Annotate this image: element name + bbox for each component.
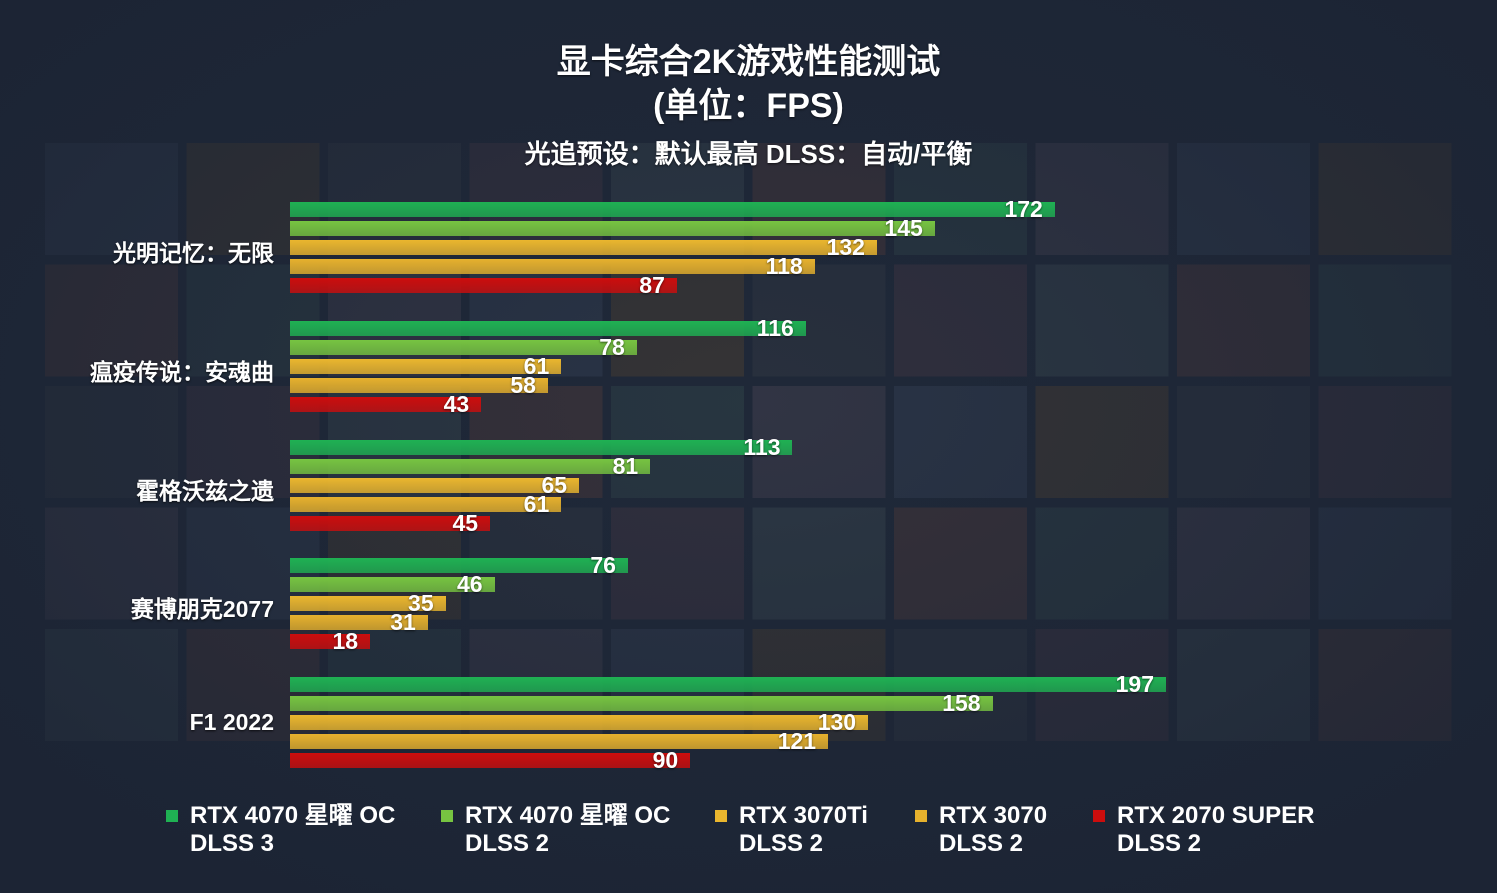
data-label: 45 [452, 509, 479, 536]
legend-label: RTX 4070 星曜 OC DLSS 2 [465, 802, 670, 858]
chart-title: 显卡综合2K游戏性能测试 [556, 43, 941, 81]
legend-label-line2: DLSS 2 [939, 830, 1024, 857]
bar [290, 715, 869, 730]
bar [290, 320, 806, 336]
data-label: 35 [408, 590, 434, 617]
bar [290, 753, 691, 768]
legend-label-line2: DLSS 2 [465, 830, 550, 857]
bar [290, 558, 628, 574]
data-label: 61 [523, 352, 550, 379]
bar [290, 496, 562, 512]
data-label: 116 [756, 314, 794, 341]
category-label: F1 2022 [189, 709, 274, 735]
legend-label-line1: RTX 4070 星曜 OC [190, 802, 396, 829]
data-label: 43 [443, 390, 470, 417]
data-label: 145 [884, 215, 923, 241]
bar [290, 734, 829, 749]
data-label: 130 [817, 709, 857, 735]
legend-label: RTX 3070Ti DLSS 2 [739, 802, 868, 858]
legend: RTX 4070 星曜 OC DLSS 3 RTX 4070 星曜 OC DLSS 2… [0, 802, 1497, 862]
legend-label-line1: RTX 4070 星曜 OC [465, 802, 671, 829]
legend-label-line2: DLSS 3 [190, 830, 275, 857]
data-label: 81 [612, 452, 639, 479]
legend-label: RTX 3070 DLSS 2 [939, 802, 1047, 858]
data-label: 118 [765, 253, 803, 279]
data-label: 76 [590, 552, 616, 579]
legend-swatch [715, 810, 727, 822]
bar [290, 339, 637, 355]
data-label: 132 [826, 234, 865, 260]
legend-label: RTX 4070 星曜 OC DLSS 3 [190, 802, 395, 858]
data-label: 90 [652, 747, 679, 773]
bar [290, 377, 548, 393]
category-label: 霍格沃兹之遗 [136, 477, 274, 504]
bar [290, 596, 446, 612]
data-label: 113 [743, 433, 781, 460]
legend-swatch [166, 810, 178, 822]
legend-label-line2: DLSS 2 [739, 830, 824, 857]
data-label: 197 [1115, 671, 1154, 697]
legend-label-line1: RTX 3070 [939, 802, 1048, 829]
bar [290, 259, 815, 274]
data-label: 158 [942, 690, 981, 716]
category-label: 瘟疫传说：安魂曲 [90, 358, 274, 385]
bar [290, 221, 935, 236]
legend-label-line1: RTX 3070Ti [739, 802, 868, 829]
legend-label-line2: DLSS 2 [1117, 830, 1202, 857]
legend-swatch [1093, 810, 1105, 822]
bar [290, 202, 1055, 217]
data-label: 18 [332, 628, 359, 655]
bar [290, 577, 495, 593]
data-label: 121 [777, 728, 817, 754]
data-label: 61 [523, 490, 550, 517]
bar [290, 515, 491, 531]
bar [290, 439, 793, 455]
category-label: 光明记忆：无限 [113, 240, 274, 266]
category-label: 赛博朋克2077 [130, 596, 274, 623]
data-label: 87 [639, 272, 665, 298]
bar [290, 696, 993, 711]
bar [290, 396, 482, 412]
data-label: 31 [390, 609, 416, 636]
bar [290, 278, 677, 293]
bar [290, 477, 580, 493]
bar [290, 615, 428, 631]
data-label: 172 [1004, 196, 1043, 222]
chart-settings-note: 光追预设：默认最高 DLSS：自动/平衡 [524, 139, 973, 169]
bar [290, 458, 651, 474]
data-label: 46 [456, 571, 483, 598]
legend-label-line1: RTX 2070 SUPER [1117, 802, 1315, 829]
data-label: 65 [541, 471, 568, 498]
data-label: 78 [599, 333, 625, 360]
legend-swatch [915, 810, 927, 822]
legend-label: RTX 2070 SUPER DLSS 2 [1117, 802, 1314, 858]
legend-swatch [441, 810, 453, 822]
bar [290, 677, 1166, 692]
chart-subtitle: (单位：FPS) [653, 87, 844, 125]
bar [290, 358, 562, 374]
data-label: 58 [510, 371, 536, 398]
bar [290, 240, 877, 255]
bar [290, 634, 371, 650]
